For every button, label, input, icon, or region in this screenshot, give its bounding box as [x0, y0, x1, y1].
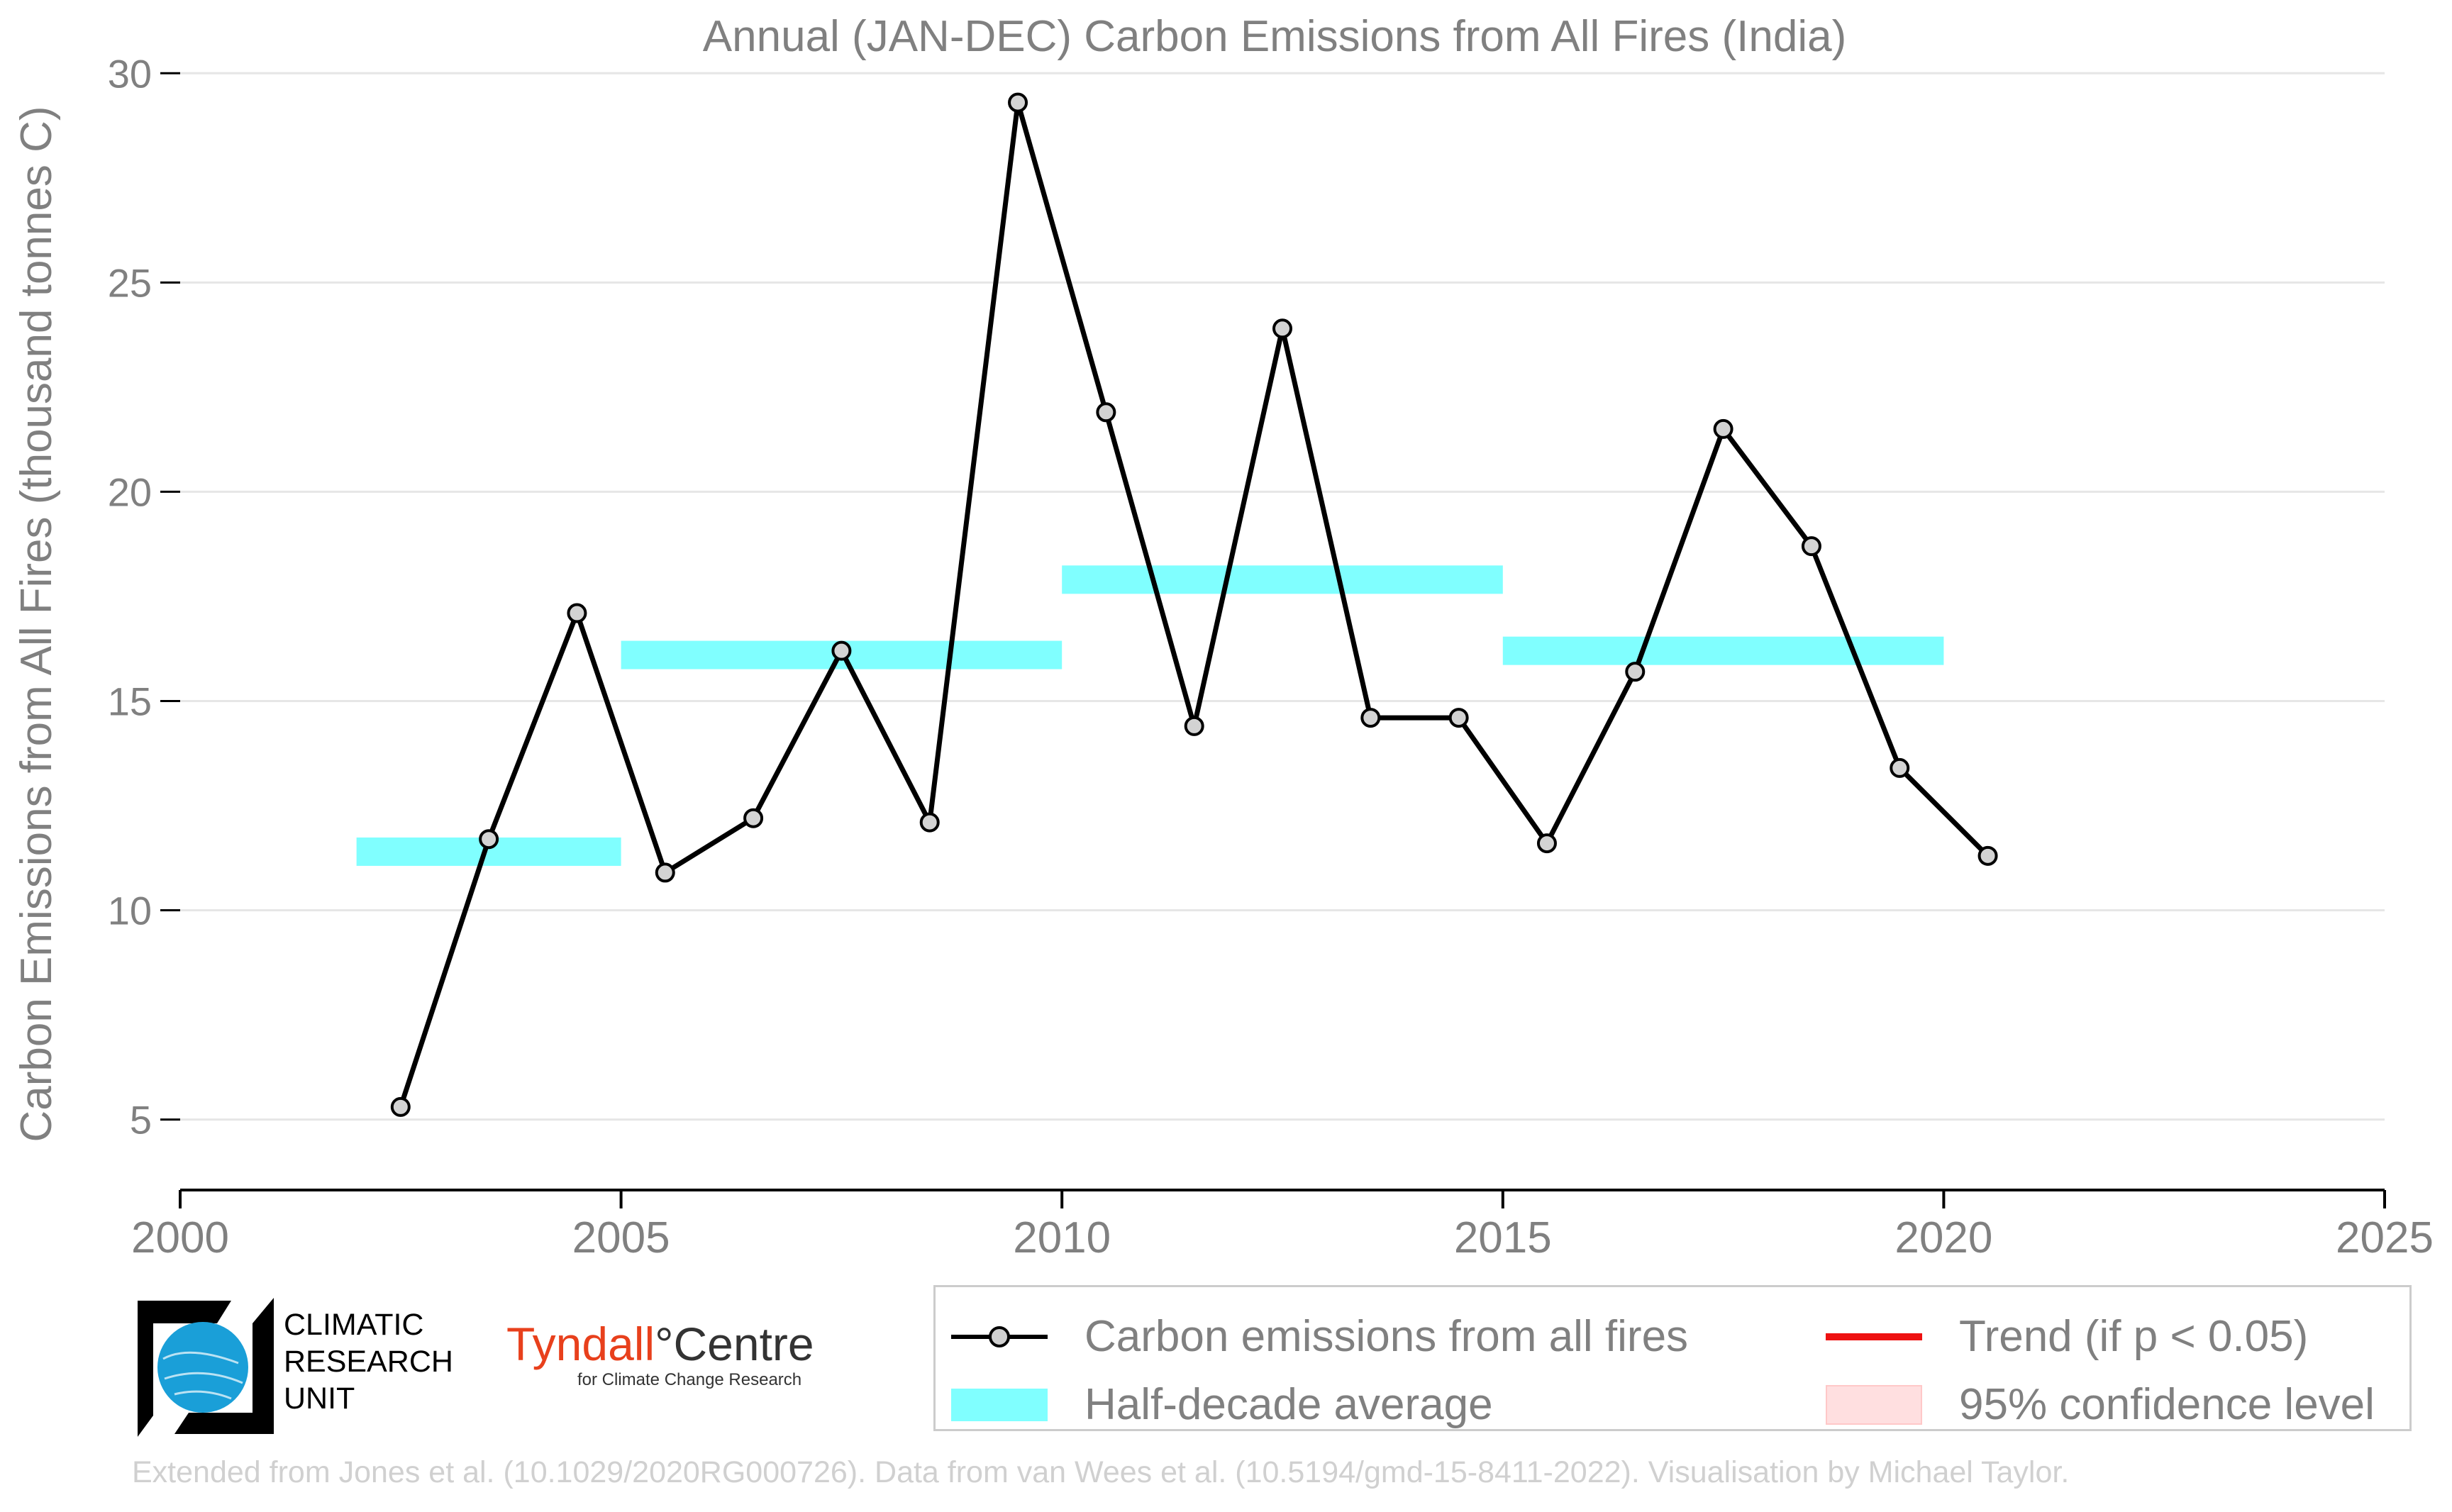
y-tick-label: 15 [108, 679, 152, 723]
y-tick-label: 25 [108, 260, 152, 305]
cru-line-1: CLIMATIC [284, 1308, 424, 1342]
cru-logo: CLIMATIC RESEARCH UNIT [132, 1295, 487, 1440]
legend-item-series: Carbon emissions from all fires [951, 1311, 1688, 1362]
data-point [831, 640, 852, 661]
legend-item-trend: Trend (if p < 0.05) [1826, 1311, 2308, 1362]
x-tick-label: 2015 [1454, 1213, 1552, 1262]
cru-emblem-icon [138, 1298, 274, 1437]
legend-trend-swatch [1826, 1333, 1922, 1340]
chart-title: Annual (JAN-DEC) Carbon Emissions from A… [703, 12, 1846, 61]
half-decade-average-bars [356, 565, 1944, 866]
x-tick-label: 2010 [1013, 1213, 1111, 1262]
data-point [1625, 662, 1646, 682]
data-point [1272, 318, 1292, 339]
centre-word: °Centre [655, 1318, 814, 1370]
half-decade-average-bar [1502, 636, 1944, 665]
data-point [1801, 536, 1821, 557]
cru-line-2: RESEARCH [284, 1345, 453, 1379]
data-point [1184, 716, 1204, 736]
y-tick-labels: 5 10 15 20 25 30 [108, 51, 180, 1143]
x-tick-label: 2005 [572, 1213, 670, 1262]
x-tick-label: 2025 [2336, 1213, 2434, 1262]
data-point [1448, 708, 1469, 728]
cru-logo-text: CLIMATIC RESEARCH UNIT [284, 1306, 453, 1417]
tyndall-word: Tyndall [506, 1318, 655, 1370]
y-tick-label: 20 [108, 469, 152, 514]
data-point [479, 829, 499, 850]
legend-trend-label: Trend (if p < 0.05) [1959, 1312, 2309, 1361]
tyndall-logo: Tyndall°Centre for Climate Change Resear… [506, 1321, 814, 1390]
data-point [390, 1096, 411, 1117]
x-axis: 2000 2005 2010 2015 2020 2025 [131, 1189, 2434, 1262]
data-point [1890, 757, 1910, 778]
x-tick-label: 2020 [1895, 1213, 1992, 1262]
legend-confidence-swatch [1826, 1384, 1922, 1425]
chart: Annual (JAN-DEC) Carbon Emissions from A… [12, 12, 2434, 1262]
y-axis-label: Carbon Emissions from All Fires (thousan… [12, 106, 61, 1142]
legend-series-label: Carbon emissions from all fires [1084, 1312, 1689, 1361]
x-tick-label: 2000 [131, 1213, 229, 1262]
legend-average-label: Half-decade average [1084, 1380, 1493, 1429]
legend-item-confidence: 95% confidence level [1826, 1379, 2375, 1430]
half-decade-average-bar [1062, 565, 1503, 594]
legend-series-swatch [951, 1325, 1048, 1347]
data-point [567, 603, 587, 623]
data-point [1096, 402, 1116, 423]
series-line [398, 100, 1990, 1108]
cru-line-3: UNIT [284, 1382, 355, 1416]
legend-confidence-label: 95% confidence level [1959, 1380, 2375, 1429]
data-point [743, 808, 764, 828]
legend-item-average: Half-decade average [951, 1379, 1493, 1430]
data-point [1536, 833, 1557, 854]
data-point [1008, 92, 1028, 113]
legend-average-swatch [951, 1388, 1048, 1421]
data-point [919, 812, 940, 833]
series-carbon-emissions [390, 92, 1998, 1117]
data-point [655, 862, 675, 883]
y-tick-label: 30 [108, 51, 152, 96]
legend: Carbon emissions from all fires Trend (i… [933, 1285, 2412, 1431]
data-point [1360, 708, 1381, 728]
credit-text: Extended from Jones et al. (10.1029/2020… [132, 1455, 2070, 1489]
y-tick-label: 10 [108, 889, 152, 933]
data-point [1713, 418, 1733, 439]
tyndall-subtitle: for Climate Change Research [577, 1370, 802, 1389]
y-tick-label: 5 [130, 1098, 152, 1143]
data-point [1977, 845, 1998, 866]
gridlines [180, 72, 2385, 1121]
